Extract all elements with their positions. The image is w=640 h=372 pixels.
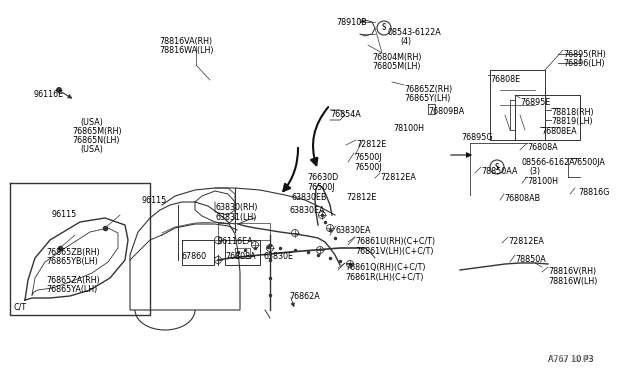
Text: 63831(LH): 63831(LH) [215,213,257,222]
Text: 76861Q(RH)(C+C/T): 76861Q(RH)(C+C/T) [345,263,426,272]
Text: 63830(RH): 63830(RH) [215,203,257,212]
Text: 76500J: 76500J [354,153,381,162]
Text: 78100H: 78100H [393,124,424,133]
Text: 76895(RH): 76895(RH) [563,50,606,59]
Text: 76808EA: 76808EA [541,127,577,136]
Text: 63830EA: 63830EA [336,226,371,235]
Text: 76805M(LH): 76805M(LH) [372,62,420,71]
Text: 78818(RH): 78818(RH) [551,108,594,117]
Text: C/T: C/T [14,303,27,312]
Text: 76804M(RH): 76804M(RH) [372,53,422,62]
Text: 63830EB: 63830EB [292,193,328,202]
Text: 76896(LH): 76896(LH) [563,59,605,68]
Text: 76500J: 76500J [354,163,381,172]
Text: 72812E: 72812E [346,193,376,202]
Text: 76865Y(LH): 76865Y(LH) [404,94,451,103]
Text: 76808A: 76808A [527,143,557,152]
Text: 63830EA: 63830EA [290,206,326,215]
Text: 67860: 67860 [181,252,206,261]
Text: S: S [495,163,499,171]
Text: 78850AA: 78850AA [481,167,518,176]
Text: 76862A: 76862A [289,292,320,301]
Text: 76854A: 76854A [330,110,361,119]
Text: 76895E: 76895E [520,98,550,107]
Text: 96116E: 96116E [34,90,64,99]
Text: 76861R(LH)(C+C/T): 76861R(LH)(C+C/T) [345,273,424,282]
Text: (USA): (USA) [80,118,103,127]
Text: 72812EA: 72812EA [380,173,416,182]
Text: 78816W(LH): 78816W(LH) [548,277,597,286]
Text: 78910B: 78910B [336,18,367,27]
Text: 76808A: 76808A [225,252,255,261]
Text: S: S [381,23,387,32]
Text: 96116EA: 96116EA [217,237,253,246]
Text: A767 10 P3: A767 10 P3 [548,355,592,364]
Text: 76861U(RH)(C+C/T): 76861U(RH)(C+C/T) [355,237,435,246]
Text: (3): (3) [529,167,540,176]
Text: 78816V(RH): 78816V(RH) [548,267,596,276]
Text: 63830E: 63830E [264,252,294,261]
Text: 76865ZB(RH): 76865ZB(RH) [46,248,100,257]
Text: 96115: 96115 [142,196,167,205]
Text: 76500JA: 76500JA [572,158,605,167]
Text: 78816WA(LH): 78816WA(LH) [159,46,214,55]
Text: (4): (4) [400,37,411,46]
Text: 78100H: 78100H [527,177,558,186]
Text: 76500J: 76500J [307,183,335,192]
Text: 78816G: 78816G [578,188,609,197]
Text: 08543-6122A: 08543-6122A [388,28,442,37]
Text: 76865M(RH): 76865M(RH) [72,127,122,136]
Text: 76865ZA(RH): 76865ZA(RH) [46,276,100,285]
Text: 76865YA(LH): 76865YA(LH) [46,285,97,294]
Circle shape [56,87,62,93]
Text: 76895G: 76895G [461,133,493,142]
Text: 78816VA(RH): 78816VA(RH) [159,37,212,46]
Text: 76809BA: 76809BA [428,107,464,116]
Text: 78819(LH): 78819(LH) [551,117,593,126]
Text: 78850A: 78850A [515,255,546,264]
Text: 76865N(LH): 76865N(LH) [72,136,120,145]
Text: 76865Z(RH): 76865Z(RH) [404,85,452,94]
Text: A767 10 P3: A767 10 P3 [548,355,593,364]
Text: 72812E: 72812E [356,140,387,149]
Text: 08566-6162A: 08566-6162A [521,158,575,167]
Text: 76630D: 76630D [307,173,339,182]
Text: 96115: 96115 [52,210,77,219]
Text: (USA): (USA) [80,145,103,154]
Text: 76808E: 76808E [490,75,520,84]
Text: 76808AB: 76808AB [504,194,540,203]
Text: 76865YB(LH): 76865YB(LH) [46,257,98,266]
Text: 76861V(LH)(C+C/T): 76861V(LH)(C+C/T) [355,247,433,256]
Text: 72812EA: 72812EA [508,237,544,246]
